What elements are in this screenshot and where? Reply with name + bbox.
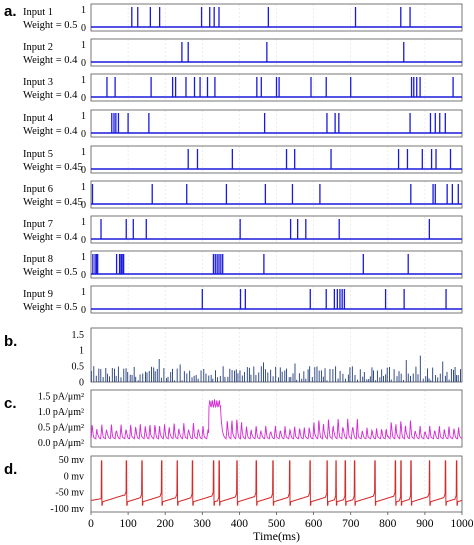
- input-2-ytick: 1: [81, 40, 86, 51]
- input-4-ytick: 1: [81, 111, 86, 122]
- x-tick-label: 400: [231, 518, 249, 530]
- input-8-frame: [90, 250, 463, 279]
- input-8-ytick: 0: [81, 270, 86, 281]
- x-tick-label: 900: [416, 518, 434, 530]
- input-7-frame: [90, 215, 463, 244]
- panel-label-d: d.: [4, 461, 17, 478]
- panel-c-ytick: 0.5 pA/μm²: [38, 422, 84, 433]
- input-6-weight: Weight = 0.45: [23, 197, 83, 208]
- panel-d-ytick: -50 mv: [55, 488, 84, 499]
- panel-d-ytick: -100 mv: [50, 504, 84, 515]
- input-8-ytick: 1: [81, 252, 86, 263]
- input-4-label: Input 4: [23, 113, 54, 124]
- panel-b-ytick: 1: [79, 346, 84, 357]
- input-9-ytick: 0: [81, 305, 86, 316]
- input-1-weight: Weight = 0.5: [23, 20, 77, 31]
- input-8-weight: Weight = 0.5: [23, 267, 77, 278]
- input-3-frame: [90, 73, 463, 102]
- input-2-ytick: 0: [81, 58, 86, 69]
- panel-b-ytick: 1.5: [72, 330, 85, 341]
- input-1-ytick: 1: [81, 5, 86, 16]
- input-2-weight: Weight = 0.4: [23, 55, 78, 66]
- input-4-ytick: 0: [81, 129, 86, 140]
- panel-c-ytick: 1.5 pA/μm²: [38, 392, 84, 403]
- input-3-label: Input 3: [23, 77, 53, 88]
- input-5-weight: Weight = 0.45: [23, 162, 83, 173]
- panel-c-ytick: 1.0 pA/μm²: [38, 407, 84, 418]
- input-2-label: Input 2: [23, 42, 53, 53]
- input-9-weight: Weight = 0.5: [23, 302, 77, 313]
- input-6-ytick: 0: [81, 200, 86, 211]
- input-4-frame: [90, 109, 463, 138]
- input-7-ytick: 0: [81, 235, 86, 246]
- input-6-frame: [90, 180, 463, 209]
- panel-c-frame: [90, 389, 463, 448]
- x-axis-label: Time(ms): [253, 529, 300, 543]
- x-tick-label: 800: [379, 518, 397, 530]
- panel-label-c: c.: [4, 395, 17, 412]
- input-1-ytick: 0: [81, 23, 86, 34]
- panel-d-ytick: 50 mv: [59, 455, 84, 466]
- panel-b-frame: [90, 327, 463, 383]
- input-3-weight: Weight = 0.4: [23, 90, 78, 101]
- input-7-label: Input 7: [23, 219, 53, 230]
- input-7-weight: Weight = 0.4: [23, 232, 78, 243]
- input-4-weight: Weight = 0.4: [23, 126, 78, 137]
- input-6-label: Input 6: [23, 184, 53, 195]
- x-tick-label: 600: [305, 518, 323, 530]
- x-tick-label: 1000: [451, 518, 474, 530]
- panel-c-ytick: 0.0 pA/μm²: [38, 438, 84, 449]
- input-5-label: Input 5: [23, 149, 53, 160]
- input-3-ytick: 0: [81, 93, 86, 104]
- panel-b-ytick: 0.5: [72, 362, 85, 373]
- input-9-label: Input 9: [23, 289, 53, 300]
- panel-d-ytick: 0 mv: [64, 471, 84, 482]
- panel-b-ytick: 0: [79, 378, 84, 389]
- input-1-label: Input 1: [23, 7, 53, 18]
- input-2-frame: [90, 38, 463, 67]
- x-tick-label: 700: [342, 518, 360, 530]
- input-8-label: Input 8: [23, 254, 53, 265]
- panel-label-b: b.: [4, 333, 17, 350]
- x-tick-label: 0: [88, 518, 94, 530]
- x-tick-label: 300: [194, 518, 212, 530]
- input-3-ytick: 1: [81, 75, 86, 86]
- x-tick-label: 100: [119, 518, 137, 530]
- panel-label-a: a.: [4, 3, 17, 20]
- input-7-ytick: 1: [81, 217, 86, 228]
- input-5-ytick: 1: [81, 147, 86, 158]
- x-tick-label: 200: [157, 518, 175, 530]
- input-9-frame: [90, 285, 463, 314]
- input-1-frame: [90, 3, 463, 32]
- x-tick-label: 500: [268, 518, 286, 530]
- input-5-ytick: 0: [81, 165, 86, 176]
- input-6-ytick: 1: [81, 182, 86, 193]
- input-5-frame: [90, 145, 463, 174]
- panel-d-voltage-trace: [90, 460, 463, 506]
- input-9-ytick: 1: [81, 287, 86, 298]
- panel-c-current-trace: [90, 399, 463, 440]
